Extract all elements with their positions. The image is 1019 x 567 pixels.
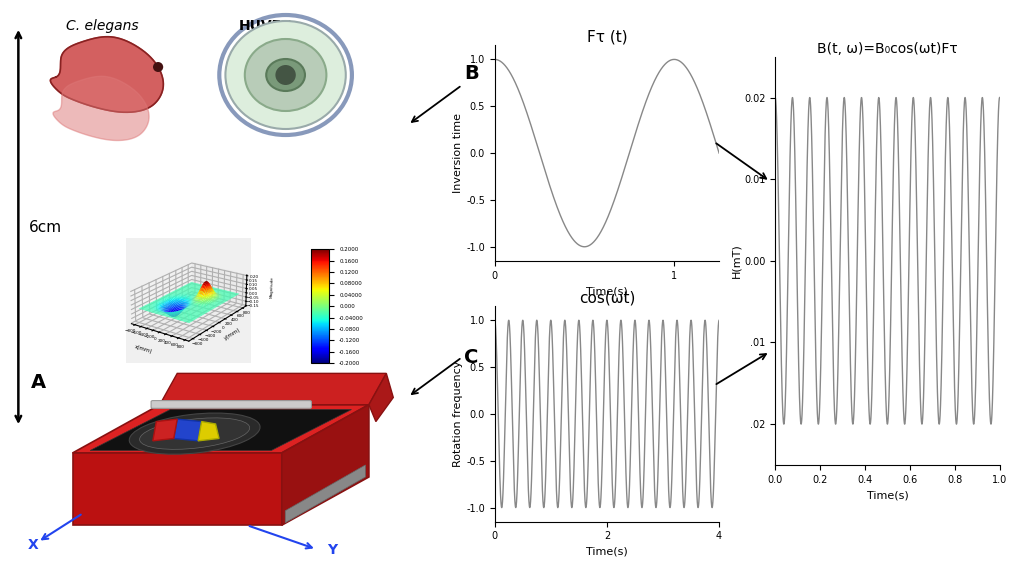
Text: C: C [464, 348, 478, 367]
Title: Fτ (t): Fτ (t) [586, 29, 627, 44]
Polygon shape [53, 76, 149, 141]
X-axis label: Time(s): Time(s) [866, 490, 907, 500]
X-axis label: Time(s): Time(s) [586, 547, 627, 557]
Ellipse shape [245, 39, 326, 111]
Ellipse shape [225, 21, 345, 129]
Polygon shape [153, 419, 177, 441]
Y-axis label: Rotation frequency: Rotation frequency [452, 361, 463, 467]
Polygon shape [72, 405, 369, 453]
Text: B: B [464, 64, 478, 83]
Y-axis label: y(mm): y(mm) [223, 327, 242, 341]
Polygon shape [50, 37, 163, 112]
Polygon shape [72, 453, 281, 525]
Polygon shape [90, 409, 352, 450]
Text: HUVEC: HUVEC [238, 19, 291, 33]
Circle shape [153, 62, 163, 72]
Text: Y: Y [327, 543, 337, 557]
Polygon shape [281, 405, 369, 525]
Text: C. elegans: C. elegans [65, 19, 139, 33]
Title: cos(ωt): cos(ωt) [578, 290, 635, 305]
Y-axis label: H(mT): H(mT) [731, 243, 741, 278]
Y-axis label: Inversion time: Inversion time [452, 113, 463, 193]
Polygon shape [160, 373, 386, 405]
Polygon shape [285, 465, 365, 523]
Circle shape [275, 65, 296, 85]
Title: B(t, ω)=B₀cos(ωt)Fτ: B(t, ω)=B₀cos(ωt)Fτ [816, 41, 957, 56]
FancyBboxPatch shape [151, 401, 311, 408]
Polygon shape [369, 373, 393, 422]
Ellipse shape [219, 15, 352, 135]
Polygon shape [173, 419, 202, 441]
Ellipse shape [129, 413, 260, 454]
Polygon shape [198, 422, 219, 441]
Text: A: A [31, 373, 46, 392]
Ellipse shape [266, 59, 305, 91]
X-axis label: x(mm): x(mm) [133, 344, 153, 354]
Text: X: X [28, 538, 38, 552]
Ellipse shape [140, 418, 250, 450]
X-axis label: Time(s): Time(s) [586, 286, 627, 296]
Text: 6cm: 6cm [29, 219, 61, 235]
